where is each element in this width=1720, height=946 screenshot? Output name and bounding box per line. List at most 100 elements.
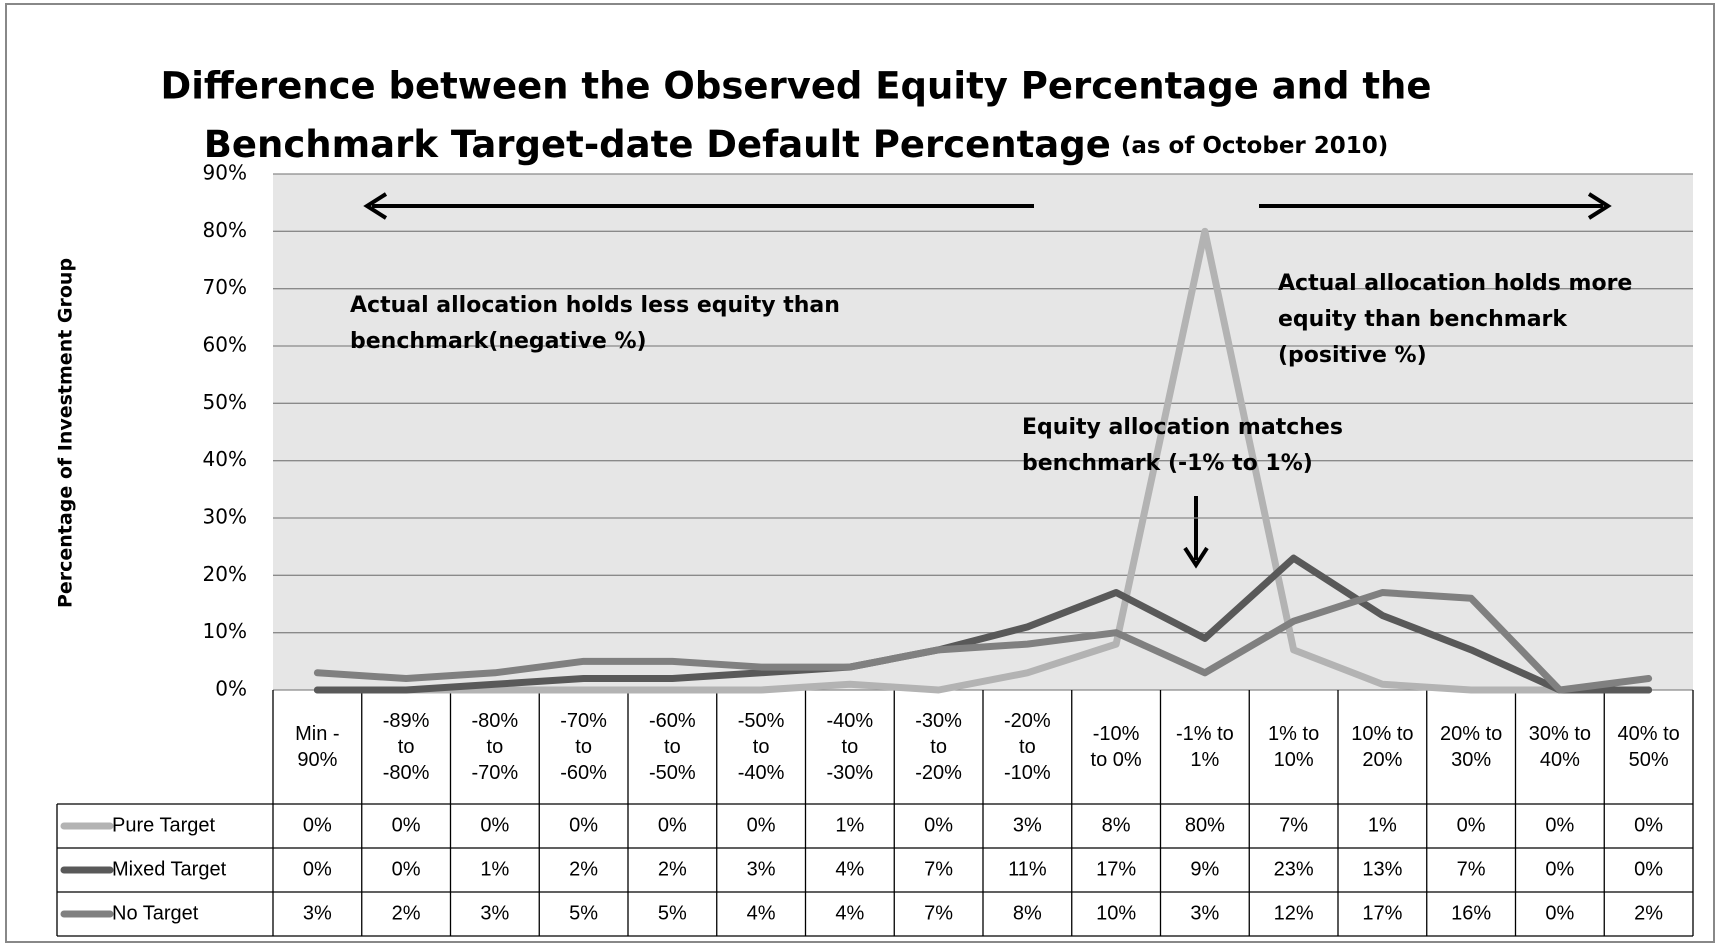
data-label: 4% (747, 902, 776, 924)
data-label: 5% (569, 902, 598, 924)
data-label: 10% (1096, 902, 1136, 924)
annotation: Equity allocation matches benchmark (-1%… (1022, 415, 1343, 476)
arrow-head (1183, 546, 1209, 569)
series-line (313, 554, 1653, 694)
x-tick-label-box: -40% to -30% (826, 710, 874, 784)
arrow-head (363, 192, 388, 220)
x-tick-label: -60% to -50% (649, 710, 696, 784)
data-label: 0% (392, 858, 421, 880)
data-label: 0% (1545, 902, 1574, 924)
data-label: 8% (1013, 902, 1042, 924)
chart-title: Benchmark Target-date Default Percentage (204, 123, 1111, 166)
x-tick-label: -40% to -30% (826, 710, 874, 784)
x-tick-label: -1% to 1% (1175, 723, 1234, 771)
x-tick-label-box: -50% to -40% (737, 710, 785, 784)
data-label: 5% (658, 902, 687, 924)
x-tick-label: 10% to 20% (1351, 723, 1414, 771)
data-label: 7% (1279, 814, 1308, 836)
x-tick-label-box: 1% to 10% (1268, 723, 1320, 771)
chart-title-line: Benchmark Target-date Default Percentage… (204, 123, 1389, 166)
y-tick-label: 40% (203, 447, 247, 471)
x-tick-label-box: -60% to -50% (649, 710, 696, 784)
x-tick-label: -30% to -20% (915, 710, 962, 784)
data-label: 4% (835, 902, 864, 924)
data-label: 7% (1457, 858, 1486, 880)
y-tick-label: 30% (203, 505, 247, 529)
data-label: 1% (1368, 814, 1397, 836)
x-tick-label-box: -30% to -20% (915, 710, 962, 784)
data-label: 0% (658, 814, 687, 836)
arrows (363, 192, 1612, 569)
x-tick-label: 30% to 40% (1528, 723, 1591, 771)
data-label: 3% (1013, 814, 1042, 836)
data-label: 0% (1457, 814, 1486, 836)
data-label: 80% (1185, 814, 1225, 836)
data-label: 3% (1190, 902, 1219, 924)
legend-label: Pure Target (112, 814, 215, 836)
x-tick-label: Min - 90% (295, 723, 340, 771)
data-label: 0% (480, 814, 509, 836)
plot-area (273, 174, 1693, 690)
annotation-box: Actual allocation holds more equity than… (1278, 271, 1632, 368)
data-label: 0% (924, 814, 953, 836)
y-tick-label: 90% (203, 161, 247, 185)
data-label: 0% (303, 814, 332, 836)
data-label: 0% (392, 814, 421, 836)
data-label: 0% (303, 858, 332, 880)
y-tick-label: 50% (203, 390, 247, 414)
data-label: 11% (1008, 858, 1047, 880)
data-label: 8% (1102, 814, 1131, 836)
data-label: 0% (1545, 814, 1574, 836)
annotation: Actual allocation holds less equity than… (350, 293, 840, 354)
data-table (56, 690, 1694, 937)
x-tick-label-box: 30% to 40% (1528, 723, 1591, 771)
data-label: 2% (569, 858, 598, 880)
chart-subtitle: (as of October 2010) (1121, 133, 1388, 159)
y-tick-label: 0% (215, 677, 247, 701)
x-tick-label: -10% to 0% (1090, 723, 1142, 771)
data-label: 17% (1096, 858, 1136, 880)
legend-label: No Target (112, 902, 199, 924)
data-label: 3% (747, 858, 776, 880)
data-label: 16% (1451, 902, 1491, 924)
x-tick-label: -20% to -10% (1004, 710, 1051, 784)
y-tick-label: 80% (203, 218, 247, 242)
x-tick-label: -89% to -80% (382, 710, 430, 784)
data-label: 7% (924, 902, 953, 924)
x-tick-label-box: -89% to -80% (382, 710, 430, 784)
x-tick-label-box: Min - 90% (295, 723, 340, 771)
data-label: 2% (1634, 902, 1663, 924)
data-label: 3% (303, 902, 332, 924)
x-tick-label-box: 20% to 30% (1439, 723, 1503, 771)
chart-title: Difference between the Observed Equity P… (160, 65, 1431, 108)
x-tick-label: 40% to 50% (1617, 723, 1680, 771)
annotation-box: Actual allocation holds less equity than… (350, 293, 840, 354)
data-label: 0% (569, 814, 598, 836)
data-label: 0% (1634, 858, 1663, 880)
x-tick-label: -70% to -60% (560, 710, 607, 784)
x-tick-label: -80% to -70% (471, 710, 519, 784)
y-axis-label: Percentage of Investment Group (55, 258, 77, 608)
x-tick-label: -50% to -40% (737, 710, 785, 784)
data-label: 4% (835, 858, 864, 880)
x-tick-label-box: -1% to 1% (1175, 723, 1234, 771)
data-label: 0% (1545, 858, 1574, 880)
series-line (313, 227, 1653, 694)
y-tick-label: 10% (203, 619, 247, 643)
data-label: 0% (747, 814, 776, 836)
data-label: 1% (480, 858, 509, 880)
data-label: 9% (1190, 858, 1219, 880)
annotation-box: Equity allocation matches benchmark (-1%… (1022, 415, 1343, 476)
x-tick-label-box: -70% to -60% (560, 710, 607, 784)
x-tick-label: 1% to 10% (1268, 723, 1320, 771)
x-tick-label-box: -80% to -70% (471, 710, 519, 784)
data-label: 3% (480, 902, 509, 924)
data-label: 7% (924, 858, 953, 880)
data-label: 2% (392, 902, 421, 924)
data-label: 2% (658, 858, 687, 880)
series-line (313, 589, 1653, 694)
y-tick-label: 20% (203, 562, 247, 586)
x-tick-label-box: 40% to 50% (1617, 723, 1680, 771)
x-tick-label: 20% to 30% (1439, 723, 1503, 771)
